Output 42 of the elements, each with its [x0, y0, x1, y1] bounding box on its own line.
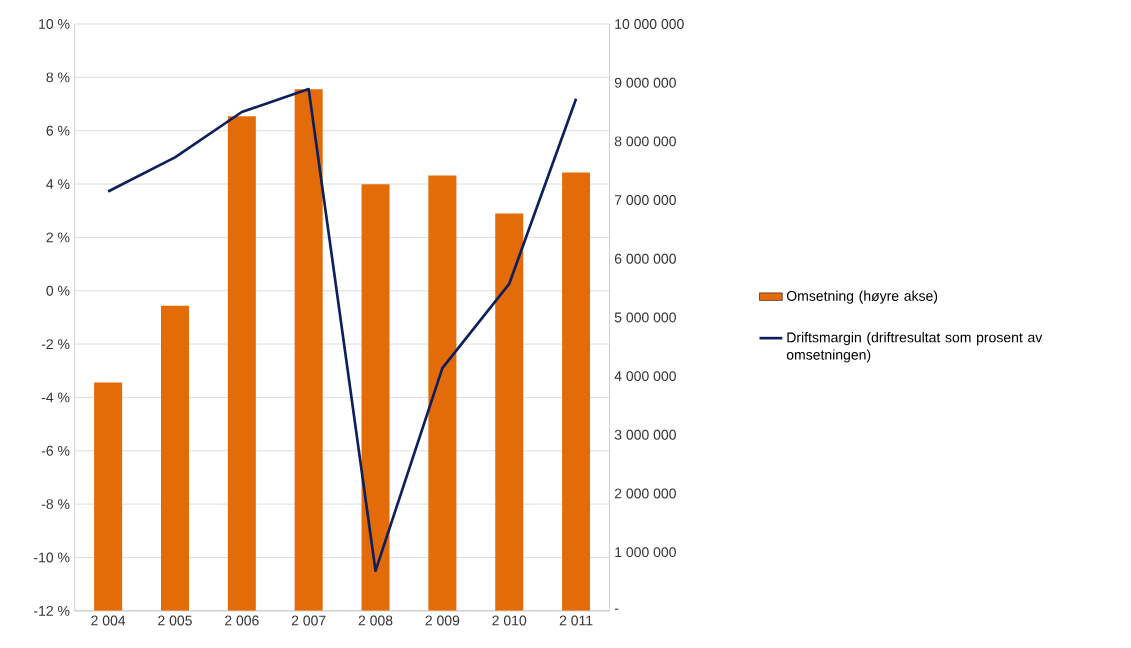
- y2-tick-label: 7 000 000: [614, 195, 676, 205]
- y-tick-label: 4 %: [46, 179, 70, 189]
- y-tick-label: 8 %: [46, 72, 70, 83]
- x-tick-label: 2 008: [358, 615, 393, 626]
- y2-tick-label: 1 000 000: [615, 547, 676, 558]
- line-series: [106, 87, 578, 573]
- legend-label: Driftsmargin (driftresultat som prosent av omsetningen): [786, 332, 1043, 363]
- bar: [562, 172, 591, 611]
- x-tick-label: 2 005: [158, 615, 192, 626]
- bar: [294, 89, 323, 611]
- bar: [160, 305, 189, 611]
- legend-label: Omsetning (høyre akse): [786, 290, 938, 304]
- bar: [227, 116, 256, 611]
- y-tick-label: 0 %: [46, 285, 70, 296]
- y-tick-label: -8 %: [41, 499, 70, 510]
- y-tick-label: -6 %: [41, 445, 70, 456]
- bar: [428, 175, 457, 611]
- x-tick-label: 2 007: [291, 615, 326, 626]
- x-tick-label: 2 006: [225, 615, 259, 626]
- y2-tick-label: -: [614, 608, 619, 610]
- y2-tick-label: 2 000 000: [614, 488, 676, 499]
- y-tick-label: 6 %: [46, 125, 70, 136]
- y-tick-label: 10 %: [39, 18, 70, 29]
- y2-tick-label: 5 000 000: [614, 312, 676, 323]
- x-tick-label: 2 010: [492, 615, 527, 626]
- y2-tick-label: 6 000 000: [614, 253, 676, 264]
- y2-tick-label: 8 000 000: [614, 136, 676, 147]
- y2-tick-label: 9 000 000: [614, 77, 676, 88]
- x-tick-label: 2 009: [425, 615, 460, 626]
- y2-tick-label: 4 000 000: [614, 371, 676, 381]
- y2-tick-label: 3 000 000: [614, 429, 676, 440]
- bar: [94, 382, 123, 611]
- y-tick-label: -12 %: [34, 605, 70, 616]
- x-tick-label: 2 004: [91, 615, 126, 626]
- y-tick-label: -4 %: [41, 392, 70, 403]
- y-tick-label: -10 %: [34, 552, 70, 563]
- y-tick-label: 2 %: [46, 232, 70, 243]
- x-tick-label: 2 011: [559, 615, 593, 626]
- y2-tick-label: 10 000 000: [615, 18, 684, 29]
- bar: [361, 184, 390, 611]
- y-tick-label: -2 %: [41, 339, 70, 349]
- bar: [495, 213, 524, 611]
